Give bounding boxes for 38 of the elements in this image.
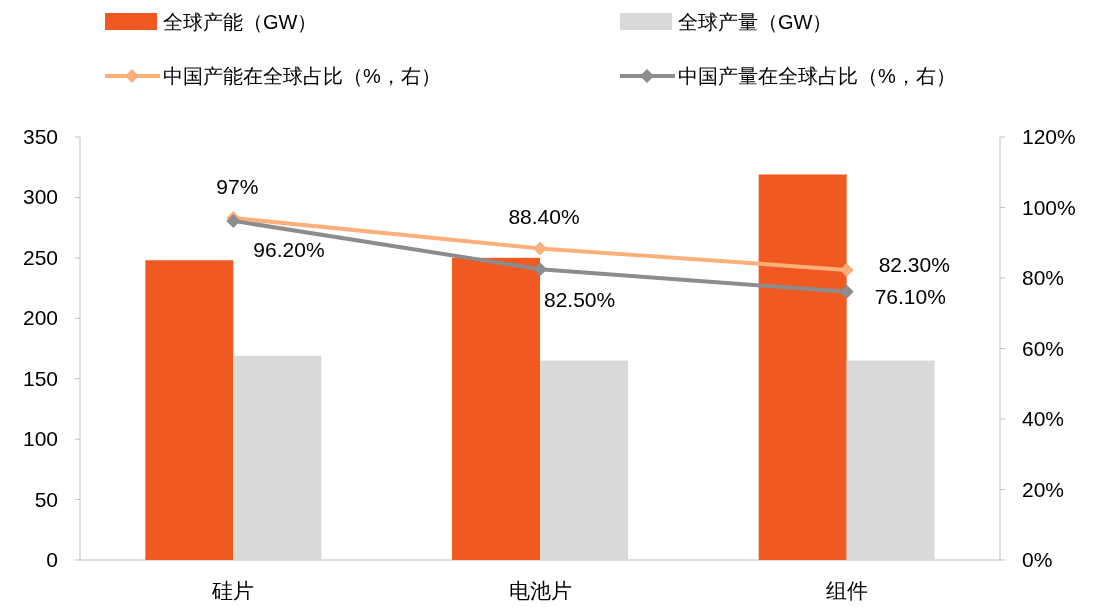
- point: [533, 241, 547, 256]
- data-label: 96.20%: [253, 237, 325, 261]
- y2-tick-label: 20%: [1022, 477, 1065, 501]
- point: [533, 262, 547, 277]
- y-tick-label: 50: [34, 487, 58, 511]
- data-label: 82.50%: [544, 288, 616, 312]
- y-tick-label: 100: [22, 427, 58, 451]
- y2-tick-label: 40%: [1022, 407, 1065, 430]
- y2-tick-label: 120%: [1022, 125, 1076, 148]
- y-tick-label: 0: [46, 548, 58, 571]
- y-tick-label: 250: [22, 245, 58, 269]
- legend-label: 中国产能在全球占比（%，右）: [163, 65, 441, 87]
- bar: [233, 355, 322, 560]
- x-tick-label: 硅片: [211, 579, 255, 602]
- bar: [451, 257, 540, 560]
- x-tick-label: 电池片: [508, 579, 572, 602]
- y-tick-label: 200: [22, 306, 58, 330]
- y-tick-label: 150: [22, 366, 58, 390]
- y2-tick-label: 0%: [1022, 548, 1053, 571]
- data-label: 97%: [216, 175, 259, 199]
- y-tick-label: 350: [22, 125, 58, 148]
- legend-label: 中国产量在全球占比（%，右）: [678, 65, 956, 87]
- data-label: 88.40%: [508, 205, 580, 229]
- y-tick-label: 300: [22, 185, 58, 209]
- point: [839, 284, 854, 299]
- y2-tick-label: 80%: [1022, 266, 1065, 289]
- data-label: 82.30%: [878, 252, 950, 276]
- x-tick-label: 组件: [825, 579, 868, 602]
- y2-tick-label: 60%: [1022, 336, 1065, 360]
- legend-label: 全球产能（GW）: [163, 11, 318, 33]
- point: [839, 262, 854, 277]
- y2-tick-label: 100%: [1022, 195, 1076, 219]
- legend-label: 全球产量（GW）: [678, 11, 833, 33]
- bar: [540, 360, 629, 560]
- data-label: 76.10%: [874, 284, 946, 308]
- bar: [846, 360, 935, 560]
- bar: [758, 174, 847, 560]
- bar: [145, 260, 234, 560]
